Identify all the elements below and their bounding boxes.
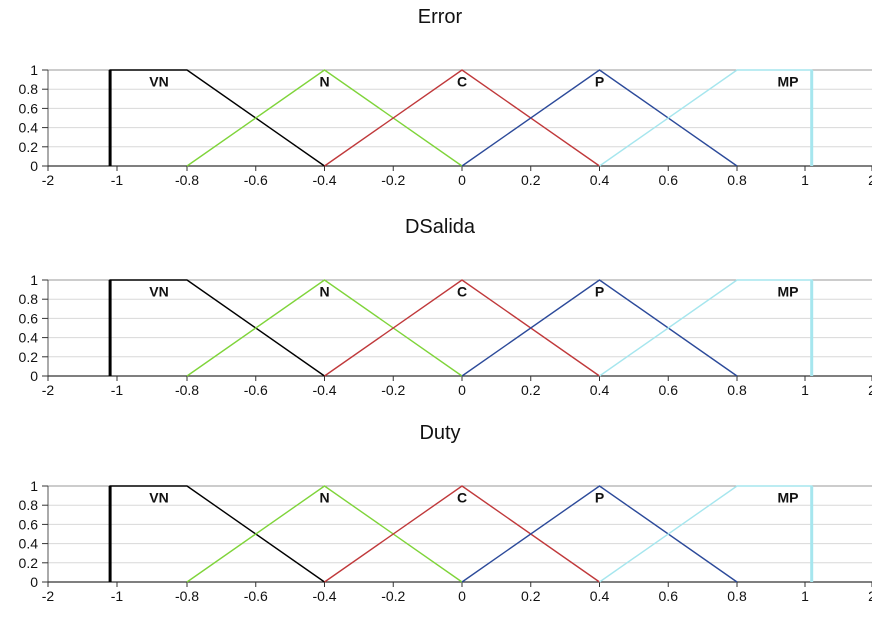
x-tick-label: 0.8 <box>727 382 747 398</box>
x-tick-label: 1 <box>801 588 809 604</box>
x-tick-label: -0.8 <box>175 588 199 604</box>
series-label-c: C <box>457 489 467 505</box>
series-c-line <box>324 69 600 167</box>
x-tick-label: 0.4 <box>590 172 610 188</box>
y-tick-label: 0.8 <box>19 81 39 97</box>
x-tick-label: -1 <box>111 382 124 398</box>
y-tick-label: 0.4 <box>19 536 39 552</box>
x-tick-label: -0.6 <box>244 588 268 604</box>
x-tick-label: -0.2 <box>381 382 405 398</box>
chart-duty: Duty 0 0.2 0.4 0.6 0.8 1 -2 -1 -0.8 -0.6 -0.4 -0.2 0… <box>0 416 872 616</box>
y-tick-label: 0.6 <box>19 310 39 326</box>
x-tick-label: 0.4 <box>590 588 610 604</box>
x-tick-label: -0.2 <box>381 588 405 604</box>
x-tick-label: 1 <box>801 172 809 188</box>
series-n-line <box>186 485 463 583</box>
y-tick-label: 0.8 <box>19 497 39 513</box>
series-label-vn: VN <box>149 489 168 505</box>
x-tick-label: -0.8 <box>175 172 199 188</box>
x-tick-label: -2 <box>42 588 55 604</box>
x-tick-label: 2 <box>868 588 872 604</box>
series-label-p: P <box>595 283 604 299</box>
series-vn-line <box>109 485 325 583</box>
series-c-line <box>324 279 600 377</box>
x-tick-label: 0 <box>458 172 466 188</box>
y-tick-label: 0.6 <box>19 100 39 116</box>
series-label-n: N <box>319 489 329 505</box>
chart-title: Duty <box>419 422 461 444</box>
x-tick-label: 0.6 <box>659 588 679 604</box>
x-tick-label: 0.2 <box>521 588 541 604</box>
x-tick-label: 0.4 <box>590 382 610 398</box>
x-tick-label: -0.6 <box>244 382 268 398</box>
y-tick-label: 0.4 <box>19 330 39 346</box>
x-tick-label: 0.2 <box>521 172 541 188</box>
series-n-line <box>186 69 463 167</box>
x-tick-label: 0.8 <box>727 172 747 188</box>
series-label-mp: MP <box>778 489 799 505</box>
series-vn-line <box>109 279 325 377</box>
series-label-n: N <box>319 283 329 299</box>
x-tick-label: -0.4 <box>312 382 336 398</box>
x-tick-label: -0.6 <box>244 172 268 188</box>
y-tick-label: 0.2 <box>19 139 39 155</box>
x-tick-label: -1 <box>111 588 124 604</box>
plot-duty: 0 0.2 0.4 0.6 0.8 1 -2 -1 -0.8 -0.6 -0.4 -0.2 0 0.2 0.… <box>19 478 872 604</box>
y-tick-label: 1 <box>30 272 38 288</box>
y-tick-label: 1 <box>30 478 38 494</box>
x-tick-label: -2 <box>42 172 55 188</box>
chart-dsalida: DSalida 0 0.2 0.4 0.6 0.8 1 -2 -1 -0.8 -0.6 -0.4 -0… <box>0 210 872 410</box>
x-tick-label: 0.2 <box>521 382 541 398</box>
x-tick-label: 0 <box>458 382 466 398</box>
x-tick-label: 1 <box>801 382 809 398</box>
y-tick-label: 0.6 <box>19 516 39 532</box>
series-label-vn: VN <box>149 73 168 89</box>
y-tick-label: 0.8 <box>19 291 39 307</box>
y-tick-label: 0 <box>30 574 38 590</box>
series-label-n: N <box>319 73 329 89</box>
x-tick-label: 0.8 <box>727 588 747 604</box>
x-tick-label: 2 <box>868 382 872 398</box>
x-tick-label: -0.4 <box>312 588 336 604</box>
y-tick-label: 0.2 <box>19 555 39 571</box>
chart-title: Error <box>417 6 463 28</box>
series-p-line <box>461 69 738 167</box>
series-label-mp: MP <box>778 283 799 299</box>
series-vn-line <box>109 69 325 167</box>
y-tick-label: 0.2 <box>19 349 39 365</box>
y-tick-label: 0.4 <box>19 120 39 136</box>
x-tick-label: 2 <box>868 172 872 188</box>
y-tick-label: 0 <box>30 368 38 384</box>
series-label-vn: VN <box>149 283 168 299</box>
x-tick-label: -0.4 <box>312 172 336 188</box>
plot-dsalida: 0 0.2 0.4 0.6 0.8 1 -2 -1 -0.8 -0.6 -0.4 -0.2 0 0.2 0.… <box>19 272 872 398</box>
chart-title: DSalida <box>404 216 476 238</box>
x-tick-label: -0.8 <box>175 382 199 398</box>
x-tick-label: 0.6 <box>659 382 679 398</box>
series-p-line <box>461 279 738 377</box>
series-p-line <box>461 485 738 583</box>
x-tick-label: 0.6 <box>659 172 679 188</box>
plot-error: 0 0.2 0.4 0.6 0.8 1 -2 -1 -0.8 -0.6 -0.4 -0.2 0 0.2 0.… <box>19 62 872 188</box>
y-tick-label: 1 <box>30 62 38 78</box>
series-label-c: C <box>457 283 467 299</box>
series-label-p: P <box>595 489 604 505</box>
x-tick-label: -1 <box>111 172 124 188</box>
chart-error: Error 0 0.2 0.4 0.6 0.8 1 -2 -1 -0.8 -0.6 -0.4 -0.2… <box>0 0 872 200</box>
series-label-p: P <box>595 73 604 89</box>
series-c-line <box>324 485 600 583</box>
x-tick-label: -2 <box>42 382 55 398</box>
series-label-mp: MP <box>778 73 799 89</box>
series-n-line <box>186 279 463 377</box>
series-label-c: C <box>457 73 467 89</box>
x-tick-label: 0 <box>458 588 466 604</box>
y-tick-label: 0 <box>30 158 38 174</box>
x-tick-label: -0.2 <box>381 172 405 188</box>
